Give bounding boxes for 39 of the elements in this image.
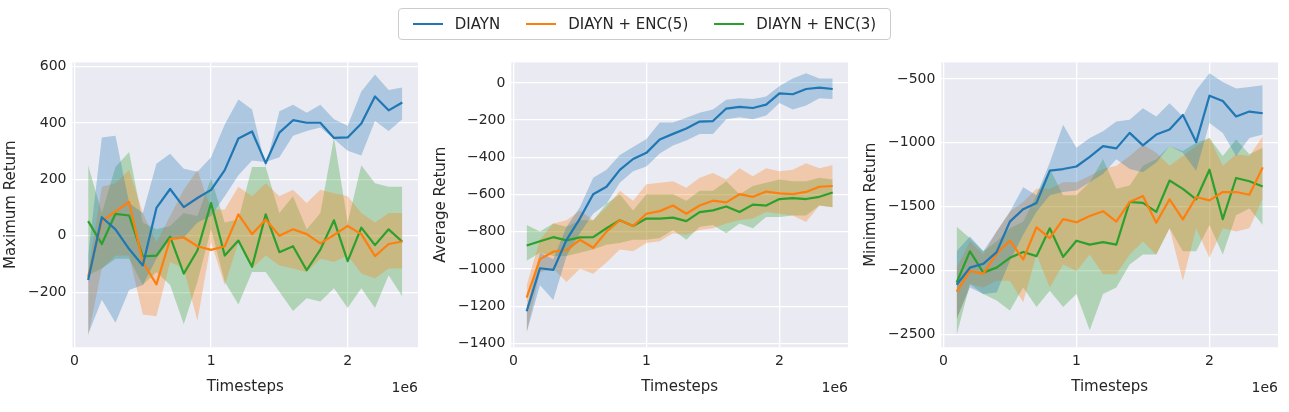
text: 1e6 [821,379,849,395]
y-axis-title: Maximum Return [0,140,19,270]
x-axis-title: Timesteps [205,376,284,395]
legend-label: DIAYN + ENC(5) [568,15,689,33]
y-tick-label: 0 [496,73,506,90]
x-tick-label: 1 [206,352,216,369]
y-tick-label: −1400 [458,334,506,351]
x-tick-label: 0 [508,352,518,369]
y-tick-label: −400 [466,147,506,164]
y-tick-label: 400 [39,113,67,130]
text: 1e6 [391,379,419,395]
y-tick-label: −200 [466,110,506,127]
y-tick-label: 0 [57,226,67,243]
x-tick-label: 1 [1071,352,1081,369]
text: 1e6 [1251,379,1279,395]
y-tick-label: −1000 [458,259,506,276]
legend-label: DIAYN [454,15,501,33]
y-tick-label: 200 [39,170,67,187]
legend-label: DIAYN + ENC(3) [756,15,877,33]
x-tick-label: 2 [343,352,353,369]
x-axis-title: Timesteps [640,376,719,395]
y-tick-label: −1200 [458,296,506,313]
y-tick-label: 600 [39,57,67,74]
y-tick-label: −1000 [888,133,936,150]
y-tick-label: −2000 [888,261,936,278]
x-tick-label: 1 [641,352,651,369]
y-tick-label: −200 [28,282,67,299]
y-tick-label: −800 [466,222,506,239]
x-axis-title: Timesteps [1070,376,1149,395]
x-tick-label: 0 [70,352,79,369]
x-tick-label: 2 [775,352,784,369]
x-tick-label: 2 [1205,352,1214,369]
y-tick-label: −2500 [888,325,936,342]
y-tick-label: −500 [896,69,936,86]
y-axis-title: Average Return [430,146,449,263]
y-tick-label: −1500 [888,197,936,214]
y-tick-label: −600 [466,185,506,202]
y-axis-title: Minimum Return [860,142,879,267]
x-tick-label: 0 [938,352,948,369]
